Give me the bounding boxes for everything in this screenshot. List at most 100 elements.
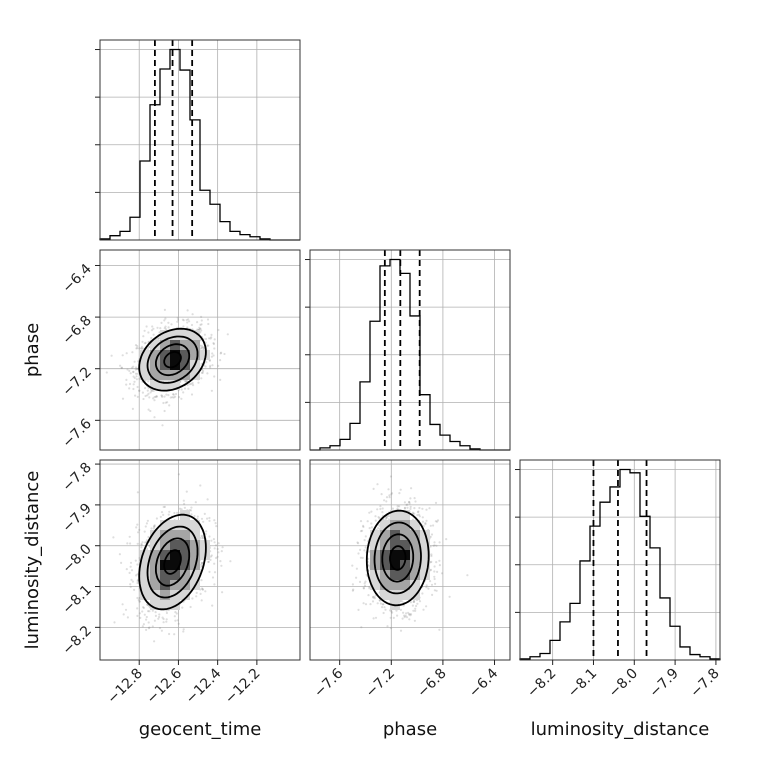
- density-cell: [390, 560, 400, 570]
- scatter-point: [142, 335, 145, 338]
- scatter-point: [147, 535, 150, 539]
- scatter-point: [418, 513, 421, 516]
- scatter-point: [129, 372, 132, 375]
- scatter-point: [145, 522, 148, 525]
- x-axis-label-phase: phase: [383, 719, 437, 740]
- scatter-point: [181, 606, 184, 609]
- scatter-point: [153, 524, 156, 527]
- scatter-point: [409, 505, 412, 508]
- scatter-point: [181, 318, 184, 321]
- scatter-point: [207, 560, 210, 564]
- scatter-point: [150, 527, 153, 530]
- scatter-point: [378, 517, 381, 520]
- scatter-point: [438, 559, 441, 562]
- scatter-point: [183, 502, 186, 505]
- scatter-point: [125, 378, 128, 381]
- scatter-point: [387, 488, 390, 491]
- density-cell: [150, 370, 160, 380]
- histogram-luminosity-distance: [519, 468, 721, 660]
- scatter-point: [194, 501, 197, 504]
- scatter-point: [188, 320, 191, 323]
- scatter-point: [432, 524, 435, 527]
- scatter-point: [362, 524, 365, 528]
- density-cell: [410, 540, 420, 550]
- panel-frame: [309, 459, 511, 661]
- scatter-point: [184, 380, 187, 383]
- scatter-point: [190, 513, 193, 516]
- scatter-point: [383, 606, 386, 609]
- scatter-point: [151, 625, 154, 628]
- scatter-point: [351, 583, 354, 586]
- scatter-point: [421, 592, 424, 595]
- scatter-point: [430, 554, 433, 558]
- scatter-point: [128, 387, 131, 390]
- scatter-point: [377, 527, 380, 530]
- scatter-point: [200, 377, 203, 380]
- scatter-point: [138, 389, 141, 392]
- density-cell: [140, 590, 150, 600]
- scatter-point: [209, 364, 212, 367]
- scatter-point: [182, 630, 185, 633]
- scatter-point: [385, 516, 388, 520]
- scatter-point: [190, 382, 193, 386]
- scatter-point: [213, 338, 216, 341]
- scatter-point: [136, 372, 139, 375]
- scatter-point: [158, 615, 161, 619]
- scatter-point: [167, 394, 170, 397]
- scatter-point: [200, 561, 203, 564]
- scatter-point: [413, 497, 416, 500]
- scatter-point: [161, 424, 164, 427]
- density-cell: [410, 530, 420, 540]
- scatter-point: [147, 408, 150, 411]
- scatter-point: [135, 378, 138, 381]
- scatter-point: [164, 401, 167, 404]
- scatter-point: [362, 587, 365, 590]
- scatter-point: [374, 519, 377, 522]
- scatter-point: [425, 586, 428, 589]
- scatter-point: [199, 592, 202, 596]
- scatter-point: [199, 347, 202, 350]
- density-cell: [150, 530, 160, 540]
- scatter-point: [167, 321, 170, 324]
- scatter-point: [376, 602, 379, 605]
- scatter-point: [178, 507, 182, 510]
- density-cell: [180, 590, 190, 600]
- scatter-point: [183, 506, 186, 509]
- scatter-point: [379, 602, 382, 605]
- marginal-panel-phase: [305, 249, 511, 451]
- scatter-point: [157, 337, 160, 340]
- scatter-point: [125, 383, 128, 386]
- scatter-point: [126, 368, 129, 371]
- scatter-point: [119, 364, 122, 367]
- scatter-point: [435, 589, 438, 592]
- scatter-point: [206, 498, 209, 501]
- scatter-point: [199, 563, 203, 566]
- scatter-point: [440, 572, 444, 575]
- scatter-point: [167, 326, 170, 329]
- density-cell: [410, 570, 420, 580]
- density-cell: [170, 530, 180, 540]
- scatter-point: [412, 600, 415, 604]
- scatter-point: [158, 336, 161, 339]
- scatter-point: [208, 359, 211, 362]
- scatter-point: [135, 366, 138, 369]
- scatter-point: [429, 580, 432, 583]
- scatter-point: [372, 617, 375, 620]
- scatter-point: [191, 597, 194, 600]
- scatter-point: [430, 560, 433, 564]
- density-cell: [150, 350, 160, 360]
- scatter-point: [148, 626, 151, 629]
- scatter-point: [152, 327, 155, 330]
- scatter-point: [165, 620, 168, 623]
- scatter-point: [414, 609, 417, 613]
- scatter-point: [177, 473, 180, 476]
- scatter-point: [413, 600, 416, 604]
- scatter-point: [162, 505, 165, 509]
- scatter-point: [399, 608, 402, 612]
- scatter-point: [209, 555, 212, 558]
- density-cell: [390, 580, 400, 590]
- scatter-point: [163, 505, 166, 508]
- scatter-point: [367, 557, 370, 561]
- scatter-point: [165, 618, 168, 621]
- scatter-point: [391, 611, 394, 614]
